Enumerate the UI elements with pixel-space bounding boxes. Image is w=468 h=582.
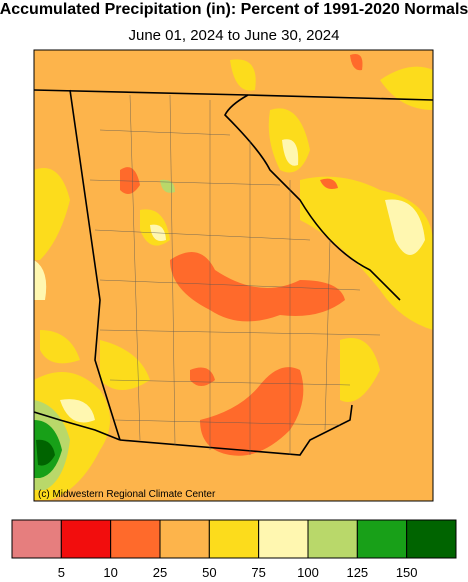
legend-swatch <box>110 519 161 559</box>
legend-label: 150 <box>396 565 418 580</box>
legend-label: 10 <box>103 565 117 580</box>
legend-swatch <box>406 519 457 559</box>
legend-swatch <box>11 519 62 559</box>
legend-label: 5 <box>58 565 65 580</box>
legend-swatch <box>159 519 210 559</box>
legend-swatch <box>258 519 309 559</box>
legend-label: 50 <box>202 565 216 580</box>
title: Accumulated Precipitation (in): Percent … <box>0 1 468 18</box>
legend-swatch <box>356 519 408 559</box>
legend-label: 100 <box>297 565 319 580</box>
credit: (c) Midwestern Regional Climate Center <box>38 489 216 500</box>
map: (c) Midwestern Regional Climate Center <box>33 49 434 502</box>
legend-swatch <box>208 519 260 559</box>
subtitle: June 01, 2024 to June 30, 2024 <box>128 27 339 44</box>
legend-label: 25 <box>153 565 167 580</box>
legend-swatch <box>60 519 112 559</box>
legend-swatch <box>307 519 358 559</box>
legend-label: 75 <box>251 565 265 580</box>
legend: 5 10 25 50 75 100 125 150 <box>11 519 457 580</box>
legend-label: 125 <box>346 565 368 580</box>
